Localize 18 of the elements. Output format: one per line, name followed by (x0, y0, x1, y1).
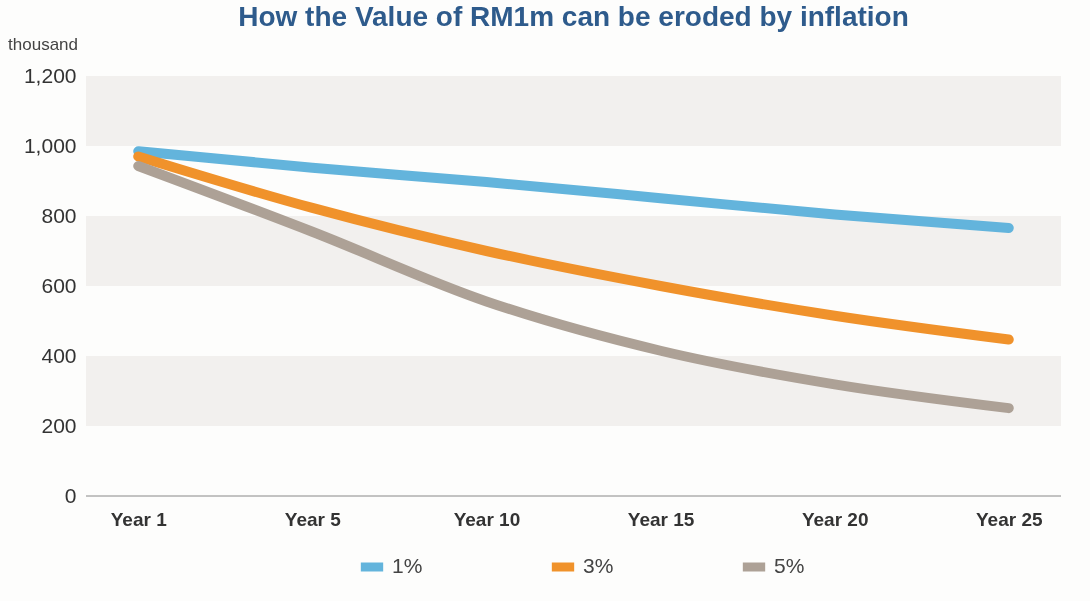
chart-title: How the Value of RM1m can be eroded by inflation (238, 1, 909, 32)
legend-label: 5% (774, 554, 805, 577)
y-tick-label: 0 (64, 483, 77, 507)
x-tick-label: Year 10 (453, 508, 521, 530)
y-tick-label: 200 (41, 413, 77, 437)
legend-label: 3% (583, 554, 614, 577)
y-tick-label: 400 (41, 343, 77, 367)
y-tick-label: 1,200 (23, 63, 77, 87)
x-tick-label: Year 25 (975, 508, 1043, 530)
x-tick-label: Year 15 (627, 508, 695, 530)
y-axis-title: thousand (8, 35, 78, 54)
y-tick-label: 1,000 (23, 133, 77, 157)
legend-label: 1% (392, 554, 423, 577)
y-tick-label: 600 (41, 273, 77, 297)
x-tick-label: Year 5 (284, 508, 342, 530)
x-tick-label: Year 20 (801, 508, 869, 530)
x-tick-label: Year 1 (110, 508, 168, 530)
y-tick-label: 800 (41, 203, 77, 227)
